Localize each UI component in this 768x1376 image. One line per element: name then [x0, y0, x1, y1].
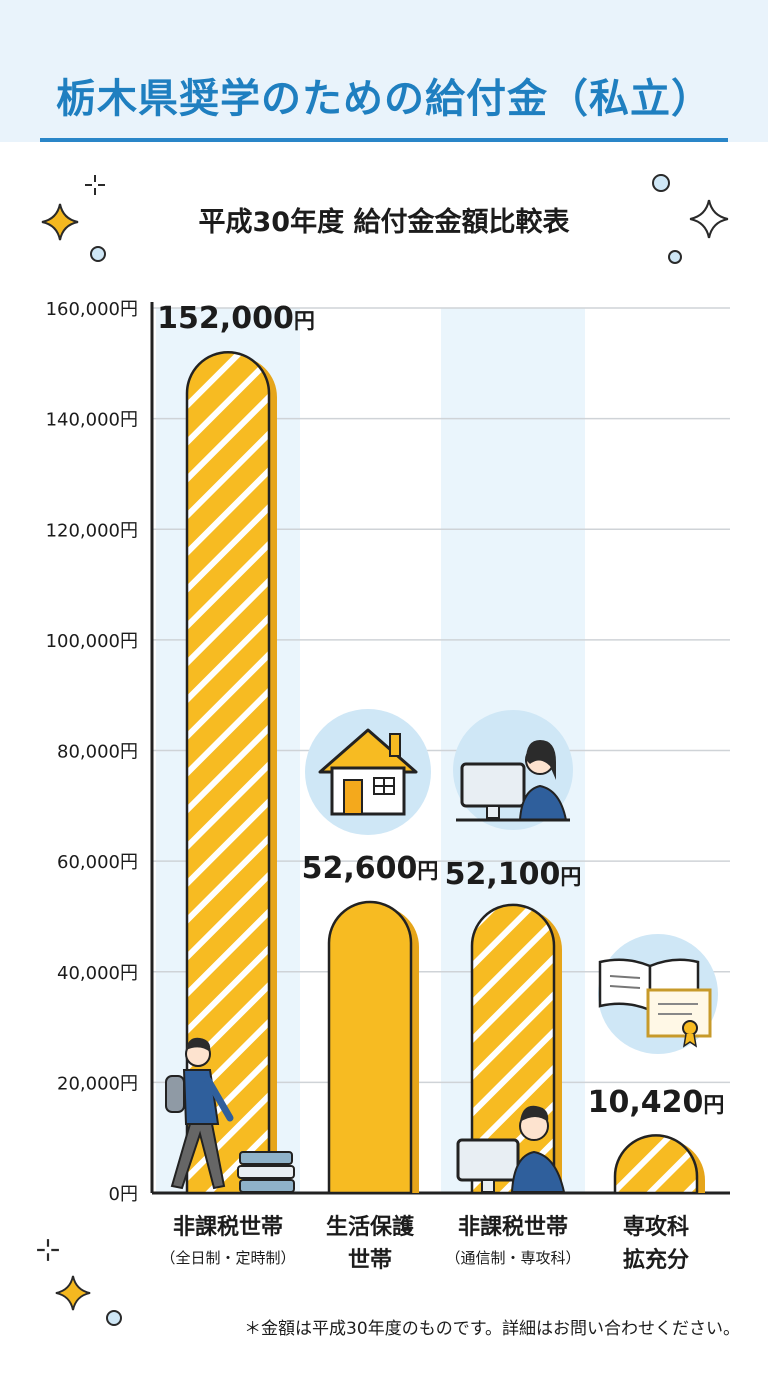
title-band: [0, 0, 768, 142]
bar-1: [327, 900, 413, 1195]
sparkle-icon: [55, 1275, 91, 1311]
page-title: 栃木県奨学のための給付金（私立）: [56, 76, 712, 122]
sparkle-outline-icon: [37, 1239, 59, 1261]
value-label-1: 52,600円: [302, 851, 439, 886]
x-category-sublabel: 世帯: [348, 1247, 392, 1273]
student-walking-icon: [165, 1037, 234, 1190]
value-label-2: 52,100円: [445, 857, 582, 892]
x-category-label: 生活保護: [326, 1214, 415, 1240]
small-circle-icon: [668, 250, 682, 264]
x-category-label: 非課税世帯: [173, 1214, 283, 1240]
x-category-sublabel: （全日制・定時制）: [160, 1249, 295, 1267]
certificate-icon: [646, 988, 712, 1048]
footnote: ＊金額は平成30年度のものです。詳細はお問い合わせください。: [244, 1319, 740, 1339]
y-tick-label: 60,000円: [57, 852, 138, 873]
y-tick-label: 140,000円: [46, 410, 138, 431]
value-label-0: 152,000円: [157, 301, 315, 336]
value-label-3: 10,420円: [588, 1085, 725, 1120]
x-category-sublabel: 拡充分: [623, 1247, 689, 1273]
x-category-label: 非課税世帯: [458, 1214, 568, 1240]
books-icon: [237, 1151, 295, 1193]
x-category-label: 専攻科: [623, 1214, 689, 1240]
person-at-computer-icon: [456, 1105, 566, 1193]
y-tick-label: 100,000円: [46, 631, 138, 652]
y-tick-label: 40,000円: [57, 963, 138, 984]
house-icon: [305, 709, 431, 835]
bar-0: [185, 351, 271, 1195]
bar-3: [613, 1134, 699, 1195]
y-tick-label: 0円: [109, 1184, 138, 1205]
x-category-sublabel: （通信制・専攻科）: [445, 1249, 580, 1267]
chart-title: 平成30年度 給付金金額比較表: [198, 207, 570, 238]
small-circle-icon: [652, 174, 670, 192]
sparkle-icon: [41, 203, 79, 241]
y-tick-label: 80,000円: [57, 742, 138, 763]
small-circle-icon: [106, 1310, 122, 1326]
person-at-computer-icon: [453, 710, 573, 830]
sparkle-outline-icon: [85, 175, 105, 195]
title-divider: [40, 138, 728, 142]
y-tick-label: 120,000円: [46, 520, 138, 541]
sparkle-outline-icon: [689, 199, 729, 239]
y-tick-label: 160,000円: [46, 299, 138, 320]
y-tick-label: 20,000円: [57, 1073, 138, 1094]
small-circle-icon: [90, 246, 106, 262]
